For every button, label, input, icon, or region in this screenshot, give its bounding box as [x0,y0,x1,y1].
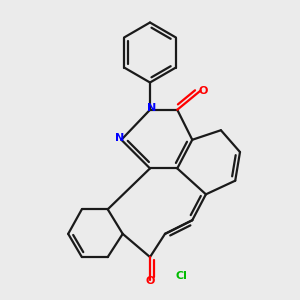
Text: O: O [145,276,155,286]
Text: Cl: Cl [176,271,187,281]
Text: N: N [116,134,124,143]
Text: O: O [199,86,208,96]
Text: N: N [147,103,157,113]
